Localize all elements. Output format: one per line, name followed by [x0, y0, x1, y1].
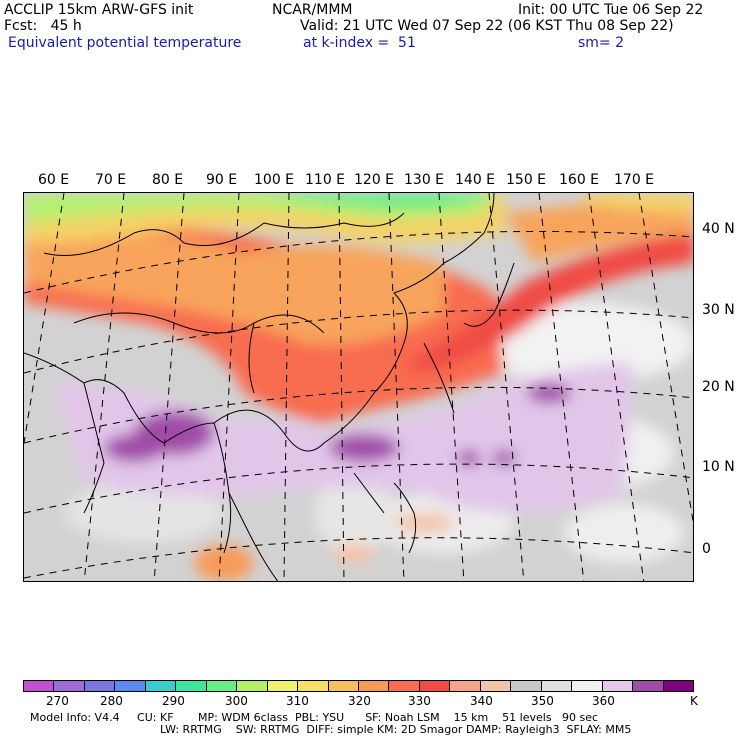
- meridian: [588, 193, 645, 581]
- parallel-20n: [24, 386, 693, 444]
- colorbar-tick: 350: [531, 694, 554, 708]
- colorbar-swatch: [297, 681, 328, 691]
- colorbar-tick: 340: [470, 694, 493, 708]
- colorbar-swatch: [388, 681, 419, 691]
- lon-label: 120 E: [354, 172, 395, 188]
- lon-label: 100 E: [254, 172, 295, 188]
- level-label: at k-index = 51: [303, 35, 416, 51]
- colorbar-unit: K: [690, 694, 698, 708]
- lon-label: 140 E: [455, 172, 496, 188]
- colorbar-swatch: [540, 681, 572, 691]
- valid-time: Valid: 21 UTC Wed 07 Sep 22 (06 KST Thu …: [300, 18, 674, 34]
- colorbar-tick: 360: [592, 694, 615, 708]
- physics-info: LW: RRTMG SW: RRTMG DIFF: simple KM: 2D …: [160, 723, 632, 736]
- colorbar-swatch: [114, 681, 145, 691]
- lat-label: 0: [702, 541, 711, 557]
- colorbar-swatch: [24, 681, 54, 691]
- lon-label: 90 E: [206, 172, 238, 188]
- meridian: [438, 193, 465, 581]
- graticule: [24, 193, 693, 581]
- lat-label: 40 N: [702, 221, 735, 237]
- lat-label: 20 N: [702, 379, 735, 395]
- meridian: [388, 193, 405, 581]
- lon-label: 160 E: [559, 172, 600, 188]
- meridian: [338, 193, 345, 581]
- colorbar-swatch: [53, 681, 84, 691]
- colorbar-tick: 280: [100, 694, 123, 708]
- meridian: [488, 193, 525, 581]
- colorbar-tick: 270: [46, 694, 69, 708]
- lon-label: 60 E: [38, 172, 70, 188]
- colorbar-swatch: [205, 681, 237, 691]
- colorbar-swatch: [601, 681, 633, 691]
- colorbar-tick: 330: [408, 694, 431, 708]
- model-info: Model Info: V4.4 CU: KF MP: WDM 6class P…: [30, 711, 599, 724]
- meridian: [24, 193, 65, 444]
- colorbar-tick: 300: [225, 694, 248, 708]
- colorbar-swatch: [327, 681, 358, 691]
- coastlines: [24, 193, 515, 581]
- meridian: [283, 193, 290, 581]
- lon-label: 150 E: [506, 172, 547, 188]
- meridian: [538, 193, 585, 581]
- colorbar-tick: 290: [162, 694, 185, 708]
- colorbar-swatch: [479, 681, 511, 691]
- lon-label: 80 E: [152, 172, 184, 188]
- colorbar-swatch: [236, 681, 267, 691]
- colorbar-swatch: [266, 681, 298, 691]
- smooth-label: sm= 2: [578, 35, 625, 51]
- colorbar-tick: 310: [286, 694, 309, 708]
- colorbar-swatch: [632, 681, 663, 691]
- lon-label: 70 E: [95, 172, 127, 188]
- colorbar: [23, 680, 694, 692]
- forecast-hour: Fcst: 45 h: [4, 18, 82, 34]
- meridian: [83, 193, 125, 581]
- colorbar-swatch: [144, 681, 176, 691]
- lat-label: 30 N: [702, 302, 735, 318]
- lat-label: 10 N: [702, 459, 735, 475]
- colorbar-swatch: [175, 681, 206, 691]
- colorbar-swatch: [571, 681, 602, 691]
- model-title: ACCLIP 15km ARW-GFS init: [4, 2, 194, 18]
- lon-label: 170 E: [614, 172, 655, 188]
- meridian: [638, 193, 693, 524]
- colorbar-swatch: [357, 681, 389, 691]
- field-name: Equivalent potential temperature: [8, 35, 242, 51]
- colorbar-swatch: [418, 681, 450, 691]
- map-plot[interactable]: [23, 192, 694, 582]
- init-time: Init: 00 UTC Tue 06 Sep 22: [518, 2, 704, 18]
- colorbar-swatch: [662, 681, 693, 691]
- lon-label: 130 E: [404, 172, 445, 188]
- colorbar-swatch: [449, 681, 480, 691]
- meridian: [218, 193, 240, 581]
- meridian: [153, 193, 185, 581]
- parallel-40n: [24, 230, 693, 294]
- theta-e-field: [24, 193, 693, 581]
- parallel-0: [24, 537, 693, 579]
- lon-label: 110 E: [305, 172, 346, 188]
- parallel-30n: [24, 309, 693, 374]
- colorbar-swatch: [83, 681, 115, 691]
- parallel-10n: [24, 463, 693, 514]
- colorbar-swatch: [510, 681, 541, 691]
- institution-label: NCAR/MMM: [272, 2, 353, 18]
- colorbar-tick: 320: [348, 694, 371, 708]
